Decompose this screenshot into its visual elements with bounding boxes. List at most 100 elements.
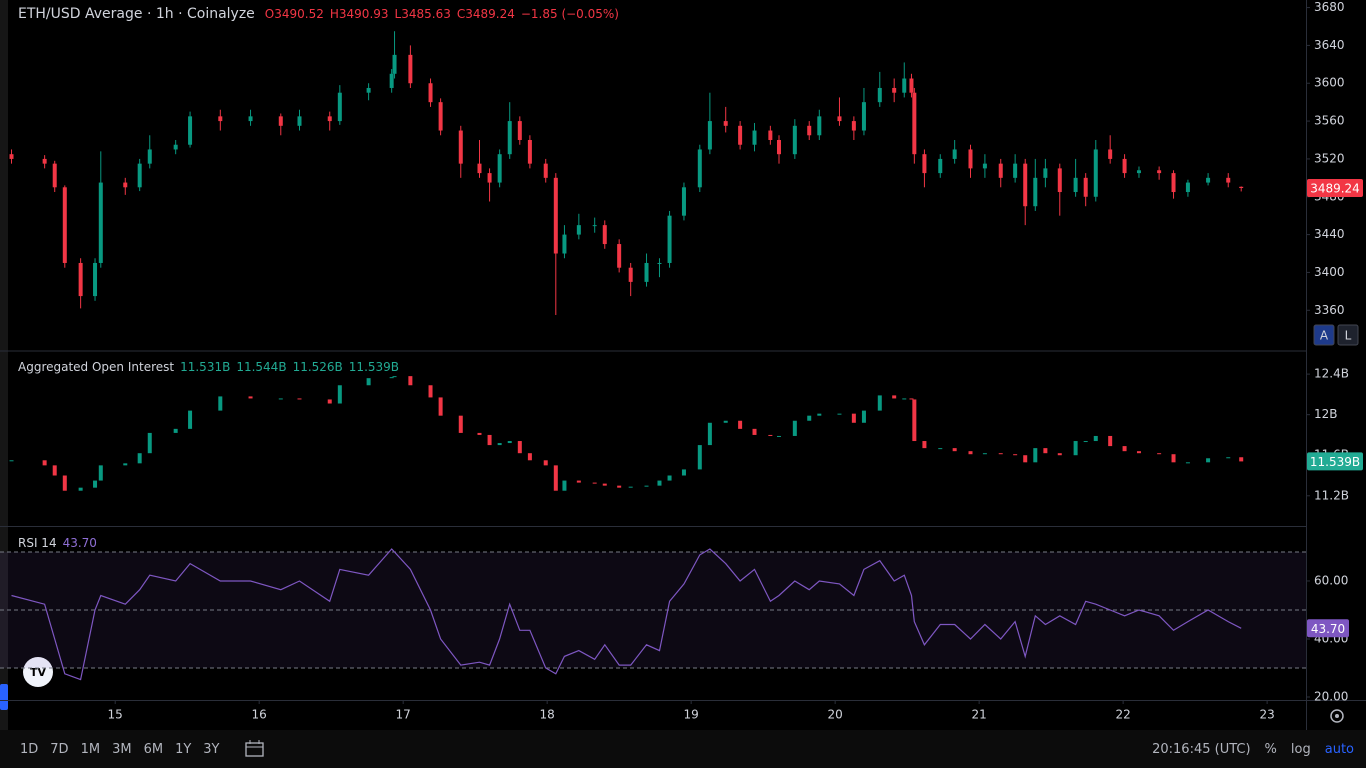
rsi-title: RSI 14 bbox=[18, 536, 57, 550]
oi-bar bbox=[1023, 455, 1028, 463]
oi-bar bbox=[628, 486, 633, 488]
legend-open: O3490.52 bbox=[264, 7, 324, 21]
oi-bar bbox=[337, 385, 342, 404]
candle-body bbox=[487, 173, 492, 183]
oi-bar bbox=[1033, 448, 1038, 463]
left-strip bbox=[0, 0, 8, 730]
oi-bar bbox=[438, 397, 443, 416]
candle-body bbox=[123, 182, 128, 188]
x-tick-label: 20 bbox=[828, 708, 843, 722]
rsi-label-bg bbox=[1307, 619, 1349, 638]
oi-bar bbox=[1206, 458, 1211, 463]
oi-bar bbox=[366, 378, 371, 386]
x-tick-label: 15 bbox=[108, 708, 123, 722]
x-tick-label: 19 bbox=[684, 708, 699, 722]
candle-body bbox=[52, 163, 57, 188]
range-button[interactable]: 1Y bbox=[175, 741, 192, 757]
candle-body bbox=[617, 244, 622, 268]
candle-body bbox=[428, 83, 433, 103]
candle-body bbox=[968, 149, 973, 169]
y-tick-label: 3400 bbox=[1314, 265, 1345, 279]
candle-body bbox=[1226, 177, 1231, 183]
y-tick-label: 20.00 bbox=[1314, 690, 1348, 704]
range-button[interactable]: 1D bbox=[20, 741, 39, 757]
x-tick-label: 17 bbox=[396, 708, 411, 722]
oi-bar bbox=[1073, 441, 1078, 456]
oi-bar bbox=[617, 485, 622, 488]
oi-bar bbox=[147, 432, 152, 454]
oi-bar bbox=[952, 448, 957, 452]
chart: TV 1516171819202122233360340034403480352… bbox=[0, 0, 1366, 730]
oi-bar bbox=[912, 399, 917, 442]
candle-body bbox=[1122, 158, 1127, 174]
range-button[interactable]: 3M bbox=[112, 741, 132, 757]
candle-body bbox=[337, 92, 342, 122]
oi-bar bbox=[776, 435, 781, 437]
candle-body bbox=[1136, 170, 1141, 174]
scale-button-bg[interactable] bbox=[1313, 324, 1335, 346]
scale-option[interactable]: auto bbox=[1324, 741, 1354, 757]
oi-bar bbox=[98, 465, 103, 481]
oi-bar bbox=[902, 398, 907, 400]
candle-body bbox=[982, 163, 987, 169]
candle-body bbox=[1093, 149, 1098, 197]
candle-body bbox=[507, 121, 512, 155]
oi-bar bbox=[768, 434, 773, 436]
side-tab[interactable] bbox=[0, 684, 8, 710]
candle-body bbox=[697, 149, 702, 188]
candle-body bbox=[1023, 163, 1028, 207]
candle-body bbox=[792, 125, 797, 155]
candle-body bbox=[602, 225, 607, 245]
scale-option[interactable]: % bbox=[1264, 741, 1277, 757]
oi-bar bbox=[697, 445, 702, 470]
oi-bar bbox=[1226, 457, 1231, 459]
oi-bar bbox=[553, 465, 558, 491]
oi-bar bbox=[1185, 462, 1190, 464]
candle-body bbox=[527, 140, 532, 164]
oi-bar bbox=[123, 463, 128, 466]
scale-button[interactable]: A bbox=[1320, 329, 1329, 343]
candle-body bbox=[553, 177, 558, 254]
candle-body bbox=[188, 116, 193, 145]
settings-icon[interactable] bbox=[1330, 709, 1344, 723]
range-button[interactable]: 6M bbox=[143, 741, 164, 757]
candle-body bbox=[837, 116, 842, 122]
oi-bar bbox=[52, 465, 57, 476]
candle-body bbox=[592, 225, 597, 227]
scale-button-bg[interactable] bbox=[1337, 324, 1359, 346]
candle-body bbox=[892, 87, 897, 93]
oi-open: 11.531B bbox=[180, 360, 231, 374]
oi-bar bbox=[188, 410, 193, 429]
range-button[interactable]: 3Y bbox=[203, 741, 220, 757]
scale-button[interactable]: L bbox=[1345, 329, 1352, 343]
oi-bar bbox=[137, 453, 142, 464]
oi-bar bbox=[644, 485, 649, 487]
candle-body bbox=[173, 144, 178, 150]
svg-text:TV: TV bbox=[30, 666, 47, 679]
candle-body bbox=[248, 116, 253, 122]
candle-body bbox=[922, 154, 927, 174]
oi-bar bbox=[327, 399, 332, 404]
candle-body bbox=[723, 121, 728, 126]
candle-body bbox=[998, 163, 1003, 178]
candle-body bbox=[438, 102, 443, 131]
oi-bar bbox=[877, 395, 882, 411]
oi-bar bbox=[998, 453, 1003, 455]
x-tick-label: 21 bbox=[971, 708, 986, 722]
candle-body bbox=[297, 116, 302, 126]
candle-body bbox=[768, 130, 773, 140]
candle-body bbox=[1206, 177, 1211, 183]
rsi-value: 43.70 bbox=[62, 536, 97, 550]
oi-bar bbox=[909, 398, 914, 400]
candle-body bbox=[93, 262, 98, 297]
candle-body bbox=[1057, 168, 1062, 193]
oi-bar bbox=[42, 460, 47, 466]
range-button[interactable]: 7D bbox=[50, 741, 69, 757]
range-button[interactable]: 1M bbox=[80, 741, 101, 757]
calendar-icon[interactable] bbox=[244, 739, 266, 759]
candle-body bbox=[576, 225, 581, 235]
oi-bar bbox=[837, 413, 842, 415]
candle-body bbox=[562, 234, 567, 254]
scale-option[interactable]: log bbox=[1290, 741, 1311, 757]
